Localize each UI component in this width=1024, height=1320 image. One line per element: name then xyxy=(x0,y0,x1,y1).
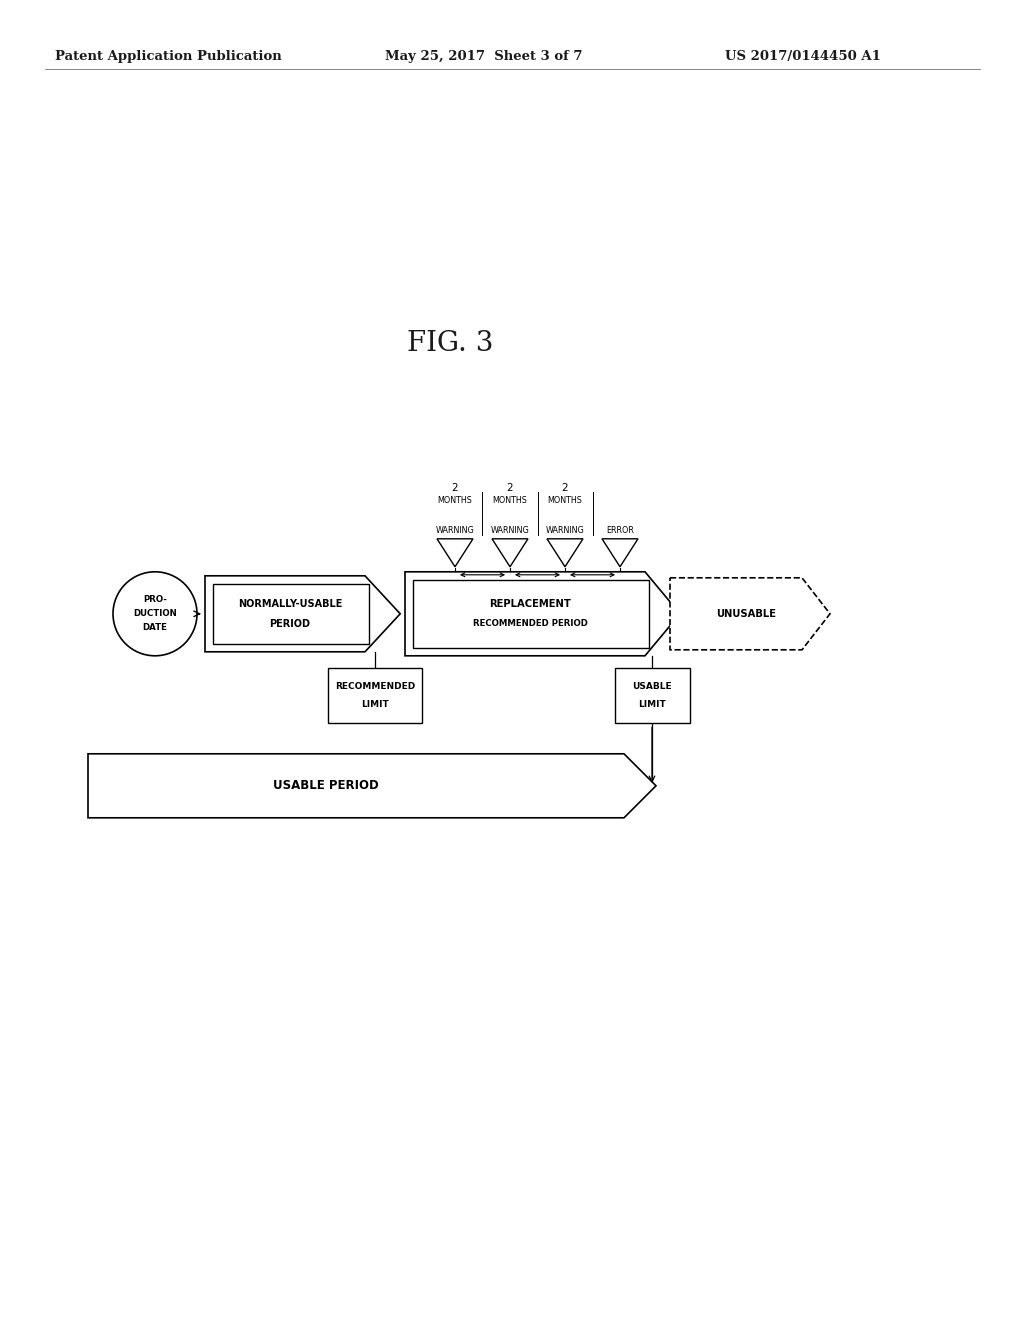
Text: DATE: DATE xyxy=(142,623,168,632)
Text: 2: 2 xyxy=(562,483,568,492)
Polygon shape xyxy=(547,539,583,566)
Text: LIMIT: LIMIT xyxy=(361,701,389,709)
FancyBboxPatch shape xyxy=(614,668,689,723)
Text: 2: 2 xyxy=(507,483,513,492)
FancyBboxPatch shape xyxy=(213,583,369,644)
Polygon shape xyxy=(492,539,528,566)
Text: USABLE: USABLE xyxy=(632,682,672,692)
Text: PERIOD: PERIOD xyxy=(269,619,310,628)
Text: WARNING: WARNING xyxy=(546,525,585,535)
Polygon shape xyxy=(406,572,680,656)
Text: MONTHS: MONTHS xyxy=(493,496,527,504)
FancyBboxPatch shape xyxy=(328,668,423,723)
Text: May 25, 2017  Sheet 3 of 7: May 25, 2017 Sheet 3 of 7 xyxy=(385,50,583,63)
Text: LIMIT: LIMIT xyxy=(638,701,666,709)
Polygon shape xyxy=(88,754,656,818)
Text: FIG. 3: FIG. 3 xyxy=(407,330,494,356)
Text: Patent Application Publication: Patent Application Publication xyxy=(55,50,282,63)
Circle shape xyxy=(113,572,197,656)
FancyBboxPatch shape xyxy=(413,579,649,648)
Text: ERROR: ERROR xyxy=(606,525,634,535)
Text: RECOMMENDED PERIOD: RECOMMENDED PERIOD xyxy=(472,619,588,628)
Text: WARNING: WARNING xyxy=(490,525,529,535)
Text: 2: 2 xyxy=(452,483,459,492)
Text: UNUSABLE: UNUSABLE xyxy=(716,609,776,619)
Text: MONTHS: MONTHS xyxy=(437,496,472,504)
Text: USABLE PERIOD: USABLE PERIOD xyxy=(273,779,379,792)
Text: PRO-: PRO- xyxy=(143,595,167,605)
Text: DUCTION: DUCTION xyxy=(133,610,177,618)
Text: NORMALLY-USABLE: NORMALLY-USABLE xyxy=(238,599,342,609)
Polygon shape xyxy=(602,539,638,566)
Text: REPLACEMENT: REPLACEMENT xyxy=(489,599,571,609)
Polygon shape xyxy=(670,578,830,649)
Text: US 2017/0144450 A1: US 2017/0144450 A1 xyxy=(725,50,881,63)
Polygon shape xyxy=(437,539,473,566)
Text: WARNING: WARNING xyxy=(435,525,474,535)
Text: MONTHS: MONTHS xyxy=(548,496,583,504)
Text: RECOMMENDED: RECOMMENDED xyxy=(335,682,415,692)
Polygon shape xyxy=(205,576,400,652)
